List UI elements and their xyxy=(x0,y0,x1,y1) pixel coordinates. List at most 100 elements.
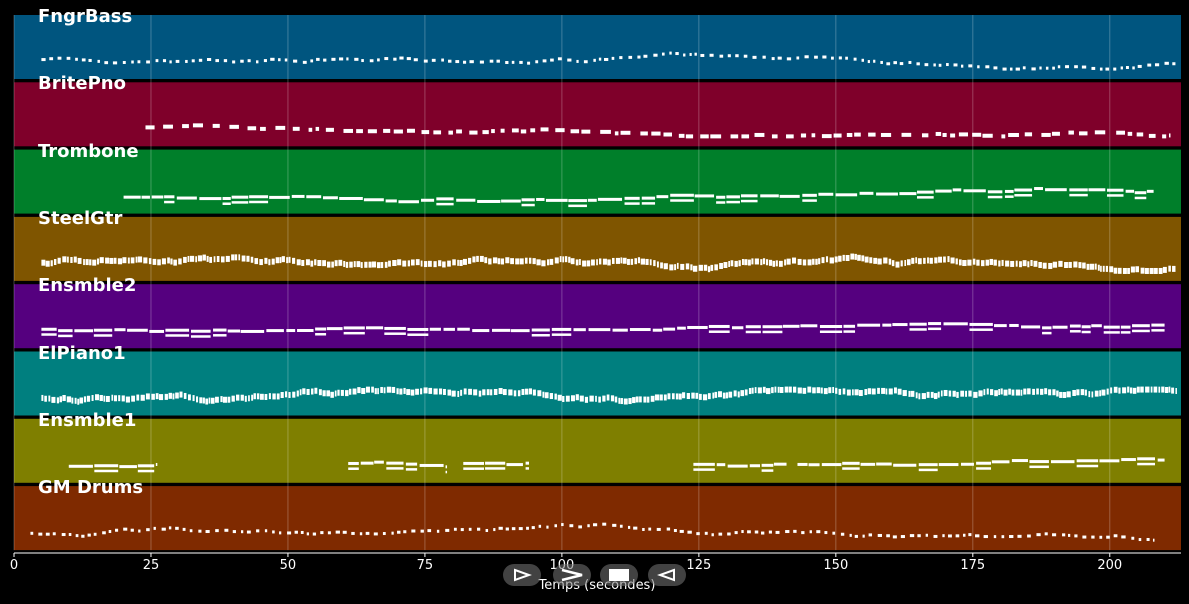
note xyxy=(818,258,821,265)
note xyxy=(802,387,807,394)
note xyxy=(618,397,621,404)
note xyxy=(694,194,715,198)
note xyxy=(199,197,222,201)
note xyxy=(983,389,986,396)
note xyxy=(436,197,454,201)
note xyxy=(834,256,838,263)
note xyxy=(151,195,164,199)
note xyxy=(291,194,305,198)
note xyxy=(1146,189,1154,193)
note xyxy=(909,534,915,538)
note xyxy=(909,322,927,326)
note xyxy=(741,530,744,534)
note xyxy=(933,63,936,67)
note xyxy=(852,389,854,396)
note xyxy=(976,259,980,266)
note xyxy=(1153,386,1158,393)
note xyxy=(597,197,623,201)
note xyxy=(768,259,773,266)
note xyxy=(157,259,161,266)
note xyxy=(343,128,353,133)
note xyxy=(743,54,748,58)
note xyxy=(169,60,172,64)
note xyxy=(748,259,751,266)
note xyxy=(536,197,545,201)
note xyxy=(66,56,71,60)
note xyxy=(754,387,757,394)
note xyxy=(56,397,60,404)
note xyxy=(1057,65,1061,69)
note xyxy=(1149,267,1154,274)
note xyxy=(152,258,157,265)
note xyxy=(685,134,694,139)
note xyxy=(264,393,268,400)
note xyxy=(384,57,389,61)
note xyxy=(933,534,938,538)
note xyxy=(757,387,762,394)
note xyxy=(94,464,119,468)
note xyxy=(1137,457,1155,461)
note xyxy=(1097,264,1100,271)
note xyxy=(175,59,180,63)
note xyxy=(1150,386,1153,393)
note xyxy=(893,61,897,65)
note xyxy=(708,330,730,333)
note xyxy=(809,530,812,534)
note xyxy=(1132,387,1137,394)
note xyxy=(137,464,155,468)
note xyxy=(716,463,726,467)
rewind-button[interactable] xyxy=(648,564,686,586)
note xyxy=(368,261,372,268)
note xyxy=(224,528,229,532)
note xyxy=(570,129,580,134)
note xyxy=(316,57,320,61)
note xyxy=(562,256,564,263)
note xyxy=(227,329,241,333)
note xyxy=(1147,63,1152,67)
note xyxy=(727,54,731,58)
note xyxy=(1015,389,1021,396)
note xyxy=(256,393,260,400)
note xyxy=(998,389,1001,396)
note xyxy=(1140,267,1145,274)
note xyxy=(892,323,908,327)
note xyxy=(1162,134,1167,139)
stop-button[interactable] xyxy=(600,564,638,586)
note xyxy=(302,388,306,395)
note xyxy=(1052,533,1057,537)
note xyxy=(525,467,530,470)
note xyxy=(812,258,815,265)
note xyxy=(155,59,159,63)
note xyxy=(943,256,946,263)
note xyxy=(1172,62,1176,66)
note xyxy=(831,56,834,60)
note xyxy=(62,256,67,263)
note xyxy=(659,394,663,401)
note xyxy=(77,398,80,405)
track-lane-7 xyxy=(14,486,1181,551)
note xyxy=(1014,194,1033,197)
note xyxy=(1041,132,1051,137)
note xyxy=(213,256,216,263)
note xyxy=(486,389,490,396)
note xyxy=(1051,131,1060,136)
note xyxy=(969,322,993,326)
note xyxy=(402,260,407,267)
note xyxy=(570,395,575,402)
note xyxy=(694,52,697,56)
note xyxy=(423,387,428,394)
fast-forward-button[interactable] xyxy=(553,564,591,586)
note xyxy=(554,524,557,528)
note xyxy=(595,395,597,402)
note xyxy=(549,258,554,265)
note xyxy=(517,390,521,397)
note xyxy=(187,394,191,401)
note xyxy=(1120,325,1131,329)
play-button[interactable] xyxy=(503,564,541,586)
note xyxy=(637,257,641,264)
note xyxy=(994,324,1007,328)
note xyxy=(510,258,514,265)
note xyxy=(1027,261,1030,268)
note xyxy=(335,530,340,534)
note xyxy=(48,395,51,402)
